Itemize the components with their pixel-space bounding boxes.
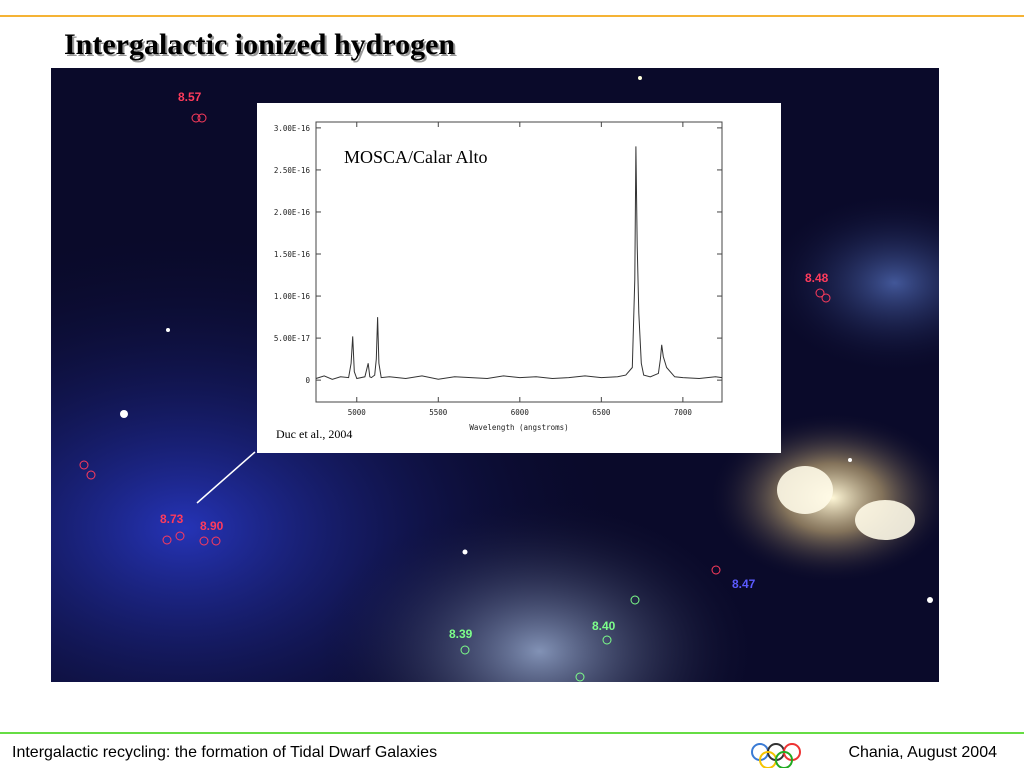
spectrum-line: [315, 146, 723, 380]
y-tick-label: 3.00E-16: [274, 124, 311, 133]
x-tick-label: 6500: [592, 408, 611, 417]
y-tick-label: 5.00E-17: [274, 334, 310, 343]
x-axis-label: Wavelength (angstroms): [469, 423, 568, 432]
x-tick-label: 5500: [429, 408, 448, 417]
y-tick-label: 2.50E-16: [274, 166, 311, 175]
y-tick-label: 1.50E-16: [274, 250, 311, 259]
image-label: 8.39: [449, 627, 473, 641]
connector: [196, 451, 256, 504]
y-tick-label: 0: [305, 376, 310, 385]
footer-right: Chania, August 2004: [848, 744, 997, 761]
y-tick-label: 1.00E-16: [274, 292, 311, 301]
footer-left: Intergalactic recycling: the formation o…: [12, 744, 437, 761]
image-label: 8.47: [732, 577, 756, 591]
slide-title: Intergalactic ionized hydrogen: [64, 28, 455, 61]
image-label: 8.40: [592, 619, 616, 633]
image-label: 8.73: [160, 512, 184, 526]
plot-frame: [315, 121, 723, 403]
spectrum-title: MOSCA/Calar Alto: [344, 147, 488, 167]
x-tick-label: 7000: [674, 408, 693, 417]
image-label: 8.57: [178, 90, 202, 104]
x-tick-label: 6000: [511, 408, 530, 417]
y-tick-label: 2.00E-16: [274, 208, 311, 217]
rings-logo: [751, 743, 801, 768]
image-label: 8.90: [200, 519, 224, 533]
credit: Duc et al., 2004: [276, 427, 352, 441]
x-tick-label: 5000: [348, 408, 367, 417]
spectrum-plot: 0 5.00E-17 1.00E-16 1.50E-16 2.00E-16 2.50E-1…: [274, 122, 723, 417]
spectrum-panel: [257, 103, 781, 453]
image-label: 8.48: [805, 271, 829, 285]
title-shadow: Intergalactic ionized hydrogen: [66, 30, 457, 63]
